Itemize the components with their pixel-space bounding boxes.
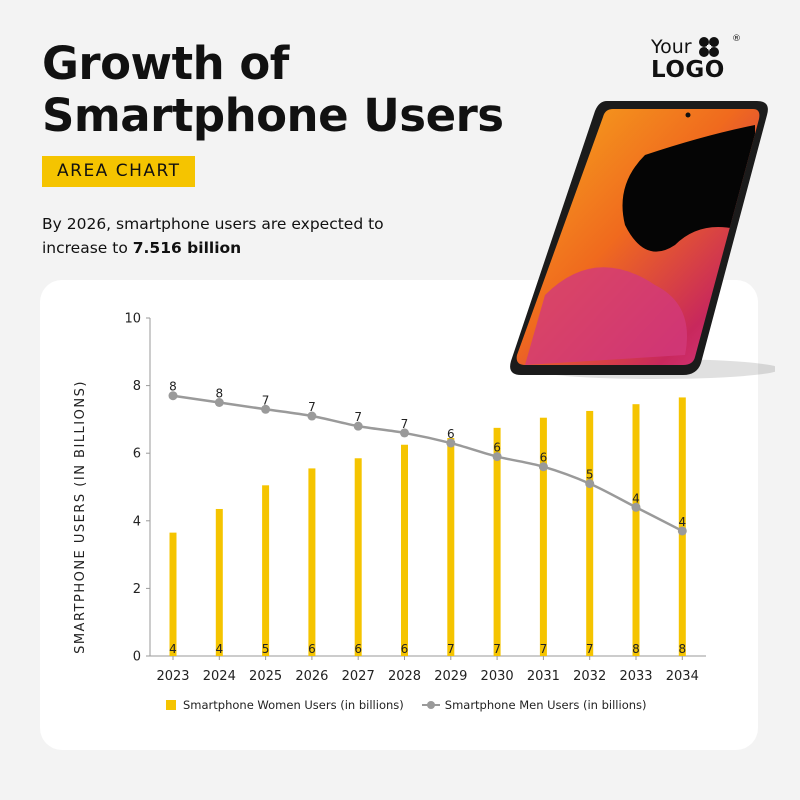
legend-swatch-men bbox=[421, 701, 440, 709]
line-point bbox=[307, 411, 317, 421]
title-line-1: Growth of bbox=[42, 37, 289, 90]
logo-word-your: Your bbox=[651, 36, 692, 58]
line-data-label: 4 bbox=[632, 491, 640, 505]
x-tick-label: 2026 bbox=[295, 669, 328, 684]
x-tick-label: 2025 bbox=[249, 669, 282, 684]
line-point bbox=[168, 391, 178, 401]
bar-data-label: 6 bbox=[354, 642, 362, 656]
bar-data-label: 7 bbox=[493, 642, 501, 656]
title-line-2: Smartphone Users bbox=[42, 89, 504, 142]
line-point bbox=[446, 438, 456, 448]
y-tick-label: 4 bbox=[133, 514, 141, 529]
x-tick-label: 2032 bbox=[573, 669, 606, 684]
line-data-label: 6 bbox=[540, 451, 548, 465]
x-tick-label: 2031 bbox=[527, 669, 560, 684]
brand-logo: Your LOGO ® bbox=[651, 34, 741, 83]
bar-data-label: 7 bbox=[586, 642, 594, 656]
bar-data-label: 6 bbox=[308, 642, 316, 656]
line-series: 8 8 7 7 7 7 6 6 6 5 4 4 bbox=[168, 380, 687, 536]
bar-data-label: 4 bbox=[169, 642, 177, 656]
bar bbox=[215, 508, 223, 656]
line-point bbox=[400, 428, 409, 438]
series-line bbox=[172, 394, 683, 533]
legend-swatch-women bbox=[166, 700, 176, 710]
x-tick-label: 2024 bbox=[203, 669, 236, 684]
line-data-label: 7 bbox=[354, 410, 362, 424]
chart-type-badge: AREA CHART bbox=[42, 156, 196, 187]
page-title: Growth of Smartphone Users bbox=[42, 38, 504, 142]
line-data-label: 7 bbox=[262, 393, 270, 407]
x-tick-label: 2030 bbox=[481, 669, 514, 684]
bar bbox=[493, 427, 501, 656]
line-data-label: 7 bbox=[401, 417, 409, 431]
description: By 2026, smartphone users are expected t… bbox=[42, 212, 402, 260]
y-axis-label: SMARTPHONE USERS (IN BILLIONS) bbox=[73, 380, 88, 654]
bar bbox=[539, 417, 547, 656]
line-point bbox=[214, 398, 224, 407]
y-tick-label: 6 bbox=[133, 447, 141, 462]
line-data-label: 8 bbox=[169, 380, 177, 394]
y-tick-label: 0 bbox=[133, 650, 141, 665]
line-data-label: 5 bbox=[586, 468, 594, 482]
bar bbox=[262, 485, 270, 656]
line-data-label: 6 bbox=[493, 441, 501, 455]
bar bbox=[401, 444, 408, 656]
logo-word-logo: LOGO bbox=[651, 57, 725, 83]
line-point bbox=[585, 479, 595, 489]
bar-data-label: 8 bbox=[632, 642, 640, 656]
bar-data-label: 5 bbox=[262, 642, 270, 656]
line-point bbox=[353, 421, 363, 431]
description-highlight: 7.516 billion bbox=[132, 239, 242, 257]
bar-data-label: 6 bbox=[401, 642, 409, 656]
bar-series: 4 4 5 6 6 6 7 7 7 7 8 8 bbox=[169, 397, 686, 656]
x-tick-label: 2029 bbox=[434, 669, 467, 684]
chart-axes: 0 2 4 6 8 10 2023 2024 2025 2026 2027 2028 2029 2030 2… bbox=[124, 312, 706, 684]
line-point bbox=[492, 452, 502, 462]
legend-label-men: Smartphone Men Users (in billions) bbox=[444, 698, 647, 712]
registered-mark: ® bbox=[732, 34, 741, 44]
line-data-label: 4 bbox=[678, 515, 686, 529]
bar bbox=[447, 437, 455, 656]
y-tick-label: 2 bbox=[133, 582, 141, 597]
y-tick-label: 10 bbox=[124, 312, 141, 327]
description-text: By 2026, smartphone users are expected t… bbox=[42, 215, 384, 257]
x-tick-label: 2023 bbox=[156, 669, 189, 684]
x-tick-label: 2027 bbox=[342, 669, 375, 684]
legend: Smartphone Women Users (in billions) Sma… bbox=[166, 698, 647, 712]
line-point bbox=[538, 462, 548, 472]
line-point bbox=[631, 502, 641, 512]
x-tick-label: 2028 bbox=[388, 669, 421, 684]
bar bbox=[169, 532, 177, 656]
line-point bbox=[677, 526, 687, 536]
line-data-label: 8 bbox=[215, 387, 223, 401]
bar bbox=[632, 404, 640, 656]
smartphone-illustration bbox=[510, 101, 775, 379]
bar-data-label: 7 bbox=[540, 642, 548, 656]
bar bbox=[354, 458, 362, 656]
x-tick-label: 2034 bbox=[666, 669, 699, 684]
bar bbox=[586, 410, 594, 656]
bar-data-label: 8 bbox=[678, 642, 686, 656]
y-tick-label: 8 bbox=[133, 379, 141, 394]
bar bbox=[308, 468, 316, 656]
bar-data-label: 7 bbox=[447, 642, 455, 656]
four-petal-logo-icon bbox=[698, 37, 719, 57]
line-data-label: 7 bbox=[308, 400, 316, 414]
legend-label-women: Smartphone Women Users (in billions) bbox=[183, 698, 404, 712]
line-data-label: 6 bbox=[447, 427, 455, 441]
x-tick-label: 2033 bbox=[619, 669, 652, 684]
bar-data-label: 4 bbox=[215, 642, 223, 656]
line-point bbox=[261, 404, 271, 414]
